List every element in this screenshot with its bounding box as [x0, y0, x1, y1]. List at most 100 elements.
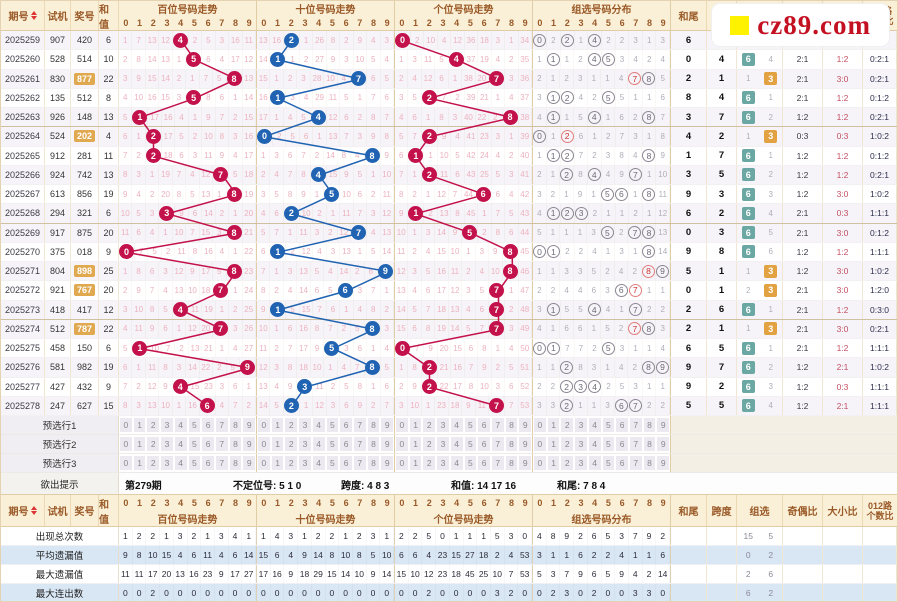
preselect-digit[interactable]: 9: [519, 418, 532, 432]
preselect-digit[interactable]: 3: [299, 418, 311, 432]
preselect-digit[interactable]: 5: [602, 456, 615, 470]
preselect-digit[interactable]: 8: [643, 437, 656, 451]
preselect-digit[interactable]: 5: [326, 418, 339, 432]
preselect-digit[interactable]: 5: [188, 418, 201, 432]
preselect-digit[interactable]: 1: [547, 456, 560, 470]
preselect-digit[interactable]: 3: [437, 437, 449, 451]
preselect-digit[interactable]: 2: [561, 418, 574, 432]
sort-icon[interactable]: [30, 11, 37, 20]
preselect-digit[interactable]: 9: [243, 418, 256, 432]
preselect-digit[interactable]: 8: [367, 456, 380, 470]
preselect-digit[interactable]: 3: [575, 456, 587, 470]
preselect-digit[interactable]: 7: [353, 418, 366, 432]
preselect-digit[interactable]: 1: [271, 418, 284, 432]
preselect-digit[interactable]: 0: [120, 437, 132, 451]
preselect-digit[interactable]: 7: [353, 437, 366, 451]
preselect-digit[interactable]: 4: [588, 418, 601, 432]
preselect-digit[interactable]: 1: [409, 456, 422, 470]
preselect-digit[interactable]: 6: [340, 437, 352, 451]
preselect-digit[interactable]: 5: [464, 418, 477, 432]
preselect-digit[interactable]: 2: [147, 437, 160, 451]
preselect-digit[interactable]: 3: [575, 418, 587, 432]
preselect-digit[interactable]: 2: [147, 456, 160, 470]
preselect-digit[interactable]: 2: [285, 456, 298, 470]
preselect-digit[interactable]: 9: [657, 456, 670, 470]
preselect-digit[interactable]: 4: [174, 456, 187, 470]
preselect-digit[interactable]: 8: [505, 418, 518, 432]
preselect-digit[interactable]: 9: [657, 418, 670, 432]
preselect-digit[interactable]: 4: [174, 418, 187, 432]
preselect-digit[interactable]: 1: [271, 437, 284, 451]
preselect-digit[interactable]: 3: [437, 418, 449, 432]
preselect-digit[interactable]: 6: [478, 437, 490, 451]
preselect-digit[interactable]: 6: [340, 418, 352, 432]
preselect-digit[interactable]: 4: [312, 456, 325, 470]
preselect-digit[interactable]: 0: [258, 456, 270, 470]
preselect-digit[interactable]: 4: [450, 456, 463, 470]
preselect-digit[interactable]: 7: [629, 418, 642, 432]
preselect-digit[interactable]: 0: [396, 418, 408, 432]
preselect-digit[interactable]: 8: [643, 418, 656, 432]
preselect-digit[interactable]: 3: [437, 456, 449, 470]
preselect-digit[interactable]: 0: [534, 418, 546, 432]
preselect-digit[interactable]: 0: [120, 456, 132, 470]
preselect-digit[interactable]: 5: [602, 437, 615, 451]
preselect-digit[interactable]: 1: [133, 456, 146, 470]
preselect-digit[interactable]: 0: [534, 456, 546, 470]
preselect-digit[interactable]: 2: [561, 456, 574, 470]
preselect-digit[interactable]: 2: [285, 418, 298, 432]
preselect-digit[interactable]: 9: [381, 418, 394, 432]
preselect-digit[interactable]: 4: [450, 437, 463, 451]
preselect-digit[interactable]: 9: [519, 456, 532, 470]
preselect-digit[interactable]: 1: [547, 418, 560, 432]
preselect-digit[interactable]: 7: [215, 418, 228, 432]
preselect-digit[interactable]: 6: [478, 418, 490, 432]
preselect-digit[interactable]: 7: [215, 437, 228, 451]
preselect-digit[interactable]: 9: [519, 437, 532, 451]
preselect-digit[interactable]: 9: [243, 437, 256, 451]
preselect-digit[interactable]: 6: [616, 437, 628, 451]
preselect-digit[interactable]: 2: [423, 418, 436, 432]
preselect-digit[interactable]: 7: [491, 437, 504, 451]
preselect-digit[interactable]: 6: [202, 456, 214, 470]
preselect-digit[interactable]: 1: [409, 418, 422, 432]
preselect-digit[interactable]: 1: [133, 437, 146, 451]
preselect-digit[interactable]: 4: [588, 437, 601, 451]
preselect-digit[interactable]: 6: [202, 418, 214, 432]
preselect-digit[interactable]: 4: [588, 456, 601, 470]
preselect-digit[interactable]: 5: [188, 437, 201, 451]
preselect-digit[interactable]: 4: [312, 418, 325, 432]
preselect-digit[interactable]: 8: [505, 437, 518, 451]
preselect-digit[interactable]: 9: [657, 437, 670, 451]
preselect-digit[interactable]: 7: [215, 456, 228, 470]
preselect-digit[interactable]: 0: [258, 418, 270, 432]
preselect-digit[interactable]: 5: [464, 456, 477, 470]
preselect-digit[interactable]: 5: [326, 456, 339, 470]
preselect-digit[interactable]: 9: [381, 456, 394, 470]
preselect-digit[interactable]: 8: [367, 418, 380, 432]
preselect-digit[interactable]: 6: [202, 437, 214, 451]
preselect-digit[interactable]: 2: [285, 437, 298, 451]
preselect-digit[interactable]: 8: [229, 418, 242, 432]
preselect-digit[interactable]: 6: [616, 456, 628, 470]
watermark-logo[interactable]: cz89.com: [712, 4, 889, 46]
preselect-digit[interactable]: 7: [353, 456, 366, 470]
preselect-digit[interactable]: 7: [629, 437, 642, 451]
sort-icon[interactable]: [30, 506, 37, 515]
preselect-digit[interactable]: 0: [396, 456, 408, 470]
preselect-digit[interactable]: 8: [505, 456, 518, 470]
preselect-digit[interactable]: 1: [133, 418, 146, 432]
preselect-digit[interactable]: 2: [147, 418, 160, 432]
preselect-digit[interactable]: 3: [161, 418, 173, 432]
preselect-digit[interactable]: 6: [478, 456, 490, 470]
preselect-digit[interactable]: 8: [229, 456, 242, 470]
preselect-digit[interactable]: 9: [381, 437, 394, 451]
preselect-digit[interactable]: 4: [312, 437, 325, 451]
preselect-digit[interactable]: 8: [229, 437, 242, 451]
preselect-digit[interactable]: 2: [423, 437, 436, 451]
preselect-digit[interactable]: 5: [326, 437, 339, 451]
preselect-digit[interactable]: 4: [174, 437, 187, 451]
preselect-digit[interactable]: 6: [616, 418, 628, 432]
preselect-digit[interactable]: 6: [340, 456, 352, 470]
preselect-digit[interactable]: 1: [547, 437, 560, 451]
